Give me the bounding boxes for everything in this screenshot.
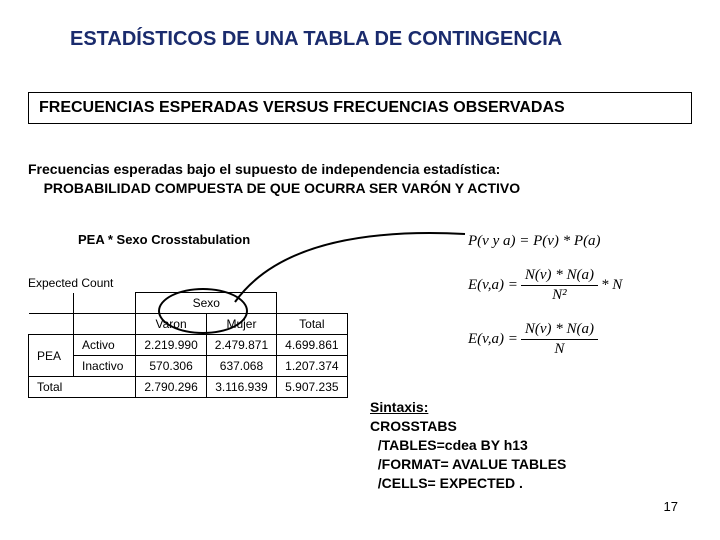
syntax-l1: CROSSTABS	[370, 418, 457, 434]
f3-num: N(v) * N(a)	[521, 320, 598, 341]
syntax-heading: Sintaxis:	[370, 399, 428, 415]
explain-line-1: Frecuencias esperadas bajo el supuesto d…	[28, 161, 500, 177]
col-mujer: Mujer	[206, 314, 276, 335]
f3-den: N	[521, 340, 598, 360]
row-inactivo: Inactivo	[74, 356, 136, 377]
f2-frac: N(v) * N(a) N²	[521, 266, 598, 306]
f1-lhs: P(v y a) =	[468, 232, 529, 252]
syntax-block: Sintaxis: CROSSTABS /TABLES=cdea BY h13 …	[370, 398, 566, 492]
f2-den: N²	[521, 286, 598, 306]
explanation-text: Frecuencias esperadas bajo el supuesto d…	[28, 160, 692, 198]
crosstab-table: Sexo Varon Mujer Total PEA Activo 2.219.…	[28, 292, 348, 398]
cell: 3.116.939	[206, 377, 276, 398]
f2-tail: * N	[601, 276, 622, 296]
slide-title: ESTADÍSTICOS DE UNA TABLA DE CONTINGENCI…	[70, 28, 562, 51]
expected-count-label: Expected Count	[28, 276, 113, 290]
table-header-row: Varon Mujer Total	[29, 314, 348, 335]
f2-lhs: E(v,a) =	[468, 276, 518, 296]
cell: 570.306	[136, 356, 206, 377]
cell: 2.790.296	[136, 377, 206, 398]
f2-num: N(v) * N(a)	[521, 266, 598, 287]
formula-3: E(v,a) = N(v) * N(a) N	[468, 320, 708, 360]
subtitle-box: FRECUENCIAS ESPERADAS VERSUS FRECUENCIAS…	[28, 92, 692, 124]
f3-lhs: E(v,a) =	[468, 330, 518, 350]
syntax-l2: /TABLES=cdea BY h13	[378, 437, 528, 453]
row-activo: Activo	[74, 335, 136, 356]
explain-line-2: PROBABILIDAD COMPUESTA DE QUE OCURRA SER…	[44, 180, 521, 196]
page-number: 17	[664, 499, 678, 514]
syntax-l4: /CELLS= EXPECTED .	[378, 475, 523, 491]
col-group-sexo: Sexo	[136, 293, 277, 314]
formula-block: P(v y a) = P(v) * P(a) E(v,a) = N(v) * N…	[468, 232, 708, 374]
formula-2: E(v,a) = N(v) * N(a) N² * N	[468, 266, 708, 306]
table-row: PEA Activo 2.219.990 2.479.871 4.699.861	[29, 335, 348, 356]
cell: 637.068	[206, 356, 276, 377]
cell: 2.479.871	[206, 335, 276, 356]
crosstab-title: PEA * Sexo Crosstabulation	[78, 232, 250, 247]
table-row: Inactivo 570.306 637.068 1.207.374	[29, 356, 348, 377]
f1-rhs: P(v) * P(a)	[533, 232, 600, 252]
formula-1: P(v y a) = P(v) * P(a)	[468, 232, 708, 252]
row-group-pea: PEA	[29, 335, 74, 377]
cell: 2.219.990	[136, 335, 206, 356]
cell: 1.207.374	[277, 356, 347, 377]
cell: 4.699.861	[277, 335, 347, 356]
row-total: Total	[29, 377, 136, 398]
table-row-total: Total 2.790.296 3.116.939 5.907.235	[29, 377, 348, 398]
f3-frac: N(v) * N(a) N	[521, 320, 598, 360]
col-varon: Varon	[136, 314, 206, 335]
cell: 5.907.235	[277, 377, 347, 398]
table-header-group: Sexo	[29, 293, 348, 314]
col-total: Total	[277, 314, 347, 335]
syntax-l3: /FORMAT= AVALUE TABLES	[378, 456, 567, 472]
